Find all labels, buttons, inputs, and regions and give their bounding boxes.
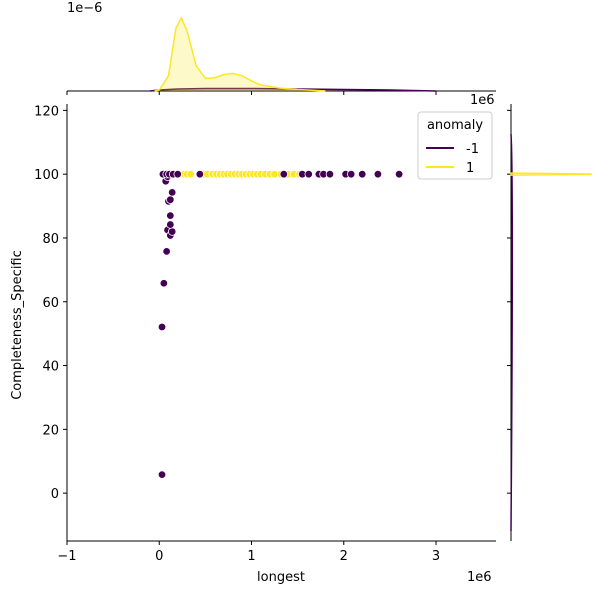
- y-tick-label: 60: [42, 296, 59, 311]
- x-tick-label: 1: [247, 549, 255, 564]
- scatter-point: [166, 211, 175, 220]
- x-tick-label: −1: [57, 549, 76, 564]
- marginal-y-curve: [510, 133, 514, 532]
- marginal-y-kde: [507, 104, 592, 541]
- scatter-point: [173, 169, 182, 179]
- scatter-point: [346, 169, 356, 179]
- legend-title: anomaly: [427, 118, 483, 133]
- top-offset-label: 1e−6: [67, 1, 102, 16]
- scatter-point: [167, 227, 177, 236]
- x-tick-label: 0: [155, 549, 163, 564]
- y-tick-label: 80: [42, 232, 59, 247]
- marginal-y-curve: [510, 172, 592, 176]
- y-tick-label: 100: [34, 168, 59, 183]
- x-axis-label: longest: [257, 570, 305, 585]
- y-tick-label: 40: [42, 360, 59, 375]
- scatter-point: [304, 169, 313, 179]
- scatter-point: [358, 169, 367, 179]
- x-tick-label: 3: [432, 549, 440, 564]
- scatter-point: [373, 169, 383, 179]
- y-tick-label: 0: [51, 487, 59, 502]
- scatter-point: [167, 188, 177, 197]
- legend-frame: [417, 111, 493, 180]
- marginal-x-fill: [154, 18, 326, 91]
- scatter-point: [195, 169, 205, 179]
- legend: anomaly -1 1: [417, 111, 493, 180]
- scatter-point: [166, 220, 175, 229]
- legend-label-minus1: -1: [466, 142, 479, 157]
- scatter-point: [166, 195, 175, 204]
- legend-label-1: 1: [466, 161, 474, 176]
- y2-offset-label: 1e6: [470, 93, 495, 108]
- x-offset-label: 1e6: [467, 570, 492, 585]
- scatter-point: [162, 247, 171, 256]
- scatter-point: [394, 169, 404, 179]
- scatter-point: [325, 169, 335, 179]
- marginal-x-curve: [149, 87, 437, 92]
- scatter-point: [157, 322, 167, 332]
- scatter-point: [157, 470, 167, 479]
- marginal-x-kde: [66, 16, 496, 95]
- scatter-point: [159, 279, 169, 288]
- y-tick-label: 20: [42, 423, 59, 438]
- x-tick-label: 2: [340, 549, 348, 564]
- scatter-point: [279, 169, 289, 179]
- scatter-point: [186, 169, 195, 179]
- marginal-x-curve: [154, 16, 326, 92]
- y-axis-label: Completeness_Specific: [10, 250, 25, 400]
- scatter-plot: −1 0 1 2 3 0 20 40 60 80 100 120: [34, 104, 496, 564]
- y-tick-label: 120: [34, 104, 59, 119]
